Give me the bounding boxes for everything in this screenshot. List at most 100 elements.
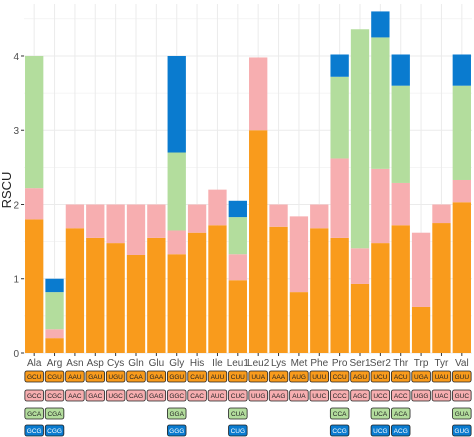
codon-box [24,407,44,420]
codon-label: CAA [129,374,143,381]
x-tick-label: Gln [128,358,144,369]
codon-box [289,389,309,402]
codon-label: GCG [27,428,42,435]
codon-box [167,424,187,437]
x-tick-label: Cys [107,358,124,369]
codon-label: AGU [353,374,367,381]
bar-segment [330,54,349,77]
codon-label: GGA [170,411,185,418]
x-tick-label: Glu [149,358,165,369]
y-axis-label: RSCU [0,172,14,209]
codon-label: AUU [211,374,225,381]
bar-segment [330,76,349,159]
x-tick-label: Pro [332,358,348,369]
codon-label: UGG [414,393,429,400]
codon-label: GUA [455,411,470,418]
x-tick-label: Arg [47,358,63,369]
codon-label: GCU [27,374,42,381]
x-tick-label: Trp [414,358,429,369]
bar-segment [45,338,64,353]
codon-box [146,389,167,402]
bar-segment [106,204,125,244]
codon-box [44,424,65,437]
codon-box [65,370,85,383]
bar-segment [167,152,186,231]
x-tick-label: Asn [66,358,83,369]
codon-box [391,389,411,402]
codon-box [24,370,44,383]
codon-box [329,424,350,437]
codon-box [268,389,289,402]
codon-box [167,389,187,402]
codon-label: CUA [231,411,245,418]
codon-box [228,370,248,383]
bar-segment [45,278,64,293]
codon-label: UUG [251,393,265,400]
bar-segment [350,29,370,249]
codon-label: UCU [373,374,387,381]
bar-segment [269,204,288,227]
codon-label: UAC [435,393,449,400]
bar-segment [310,204,329,229]
bar-segment [126,254,146,353]
x-tick-label: Ser2 [370,358,392,369]
codon-box [370,424,391,437]
codon-table: GCU CGU AAU GAU UGU CAA GAA GGU CAU AUU CUU UUA AAA A… [24,370,472,437]
codon-box [24,389,44,402]
bar-segment [269,226,288,353]
codon-label: UGU [108,374,123,381]
codon-box [350,370,370,383]
codon-label: CCG [332,428,346,435]
codon-label: UAU [435,374,449,381]
bar-segment [391,85,410,183]
codon-label: ACU [394,374,408,381]
codon-label: GAG [149,393,163,400]
codon-label: CGU [47,374,62,381]
codon-label: GAU [88,374,102,381]
bar-segment [249,57,268,131]
bar-segment [411,232,431,307]
codon-box [370,389,391,402]
codon-box [411,370,431,383]
bars [25,11,471,353]
codon-label: CAC [190,393,204,400]
bar-segment [65,204,85,229]
codon-box [329,389,350,402]
codon-box [207,389,228,402]
codon-box [411,389,431,402]
codon-label: CGC [47,393,62,400]
bar-segment [452,179,471,203]
codon-box [309,389,329,402]
bar-segment [371,243,390,353]
codon-label: CUU [231,374,245,381]
codon-box [268,370,289,383]
x-tick-label: Lys [271,358,286,369]
bar-segment [167,254,186,353]
x-tick-label: Thr [393,358,409,369]
codon-box [350,389,370,402]
codon-box [105,370,126,383]
codon-box [248,370,268,383]
codon-box [85,370,105,383]
codon-label: AAC [68,393,82,400]
codon-label: CAU [190,374,204,381]
codon-label: GUG [454,428,469,435]
bar-segment [432,223,451,353]
bar-segment [45,292,64,330]
codon-box [391,424,411,437]
bar-segment [25,219,44,353]
codon-box [146,370,167,383]
codon-label: CUG [231,428,245,435]
codon-label: AAU [68,374,82,381]
bar-segment [371,37,390,169]
y-tick-label: 3 [13,126,19,137]
x-tick-label: His [190,358,204,369]
codon-label: AGC [353,393,367,400]
codon-box [452,370,472,383]
y-tick-label: 1 [13,275,19,286]
codon-label: CUC [231,393,245,400]
x-tick-label: Phe [310,358,328,369]
x-tick-label: Ser1 [349,358,371,369]
